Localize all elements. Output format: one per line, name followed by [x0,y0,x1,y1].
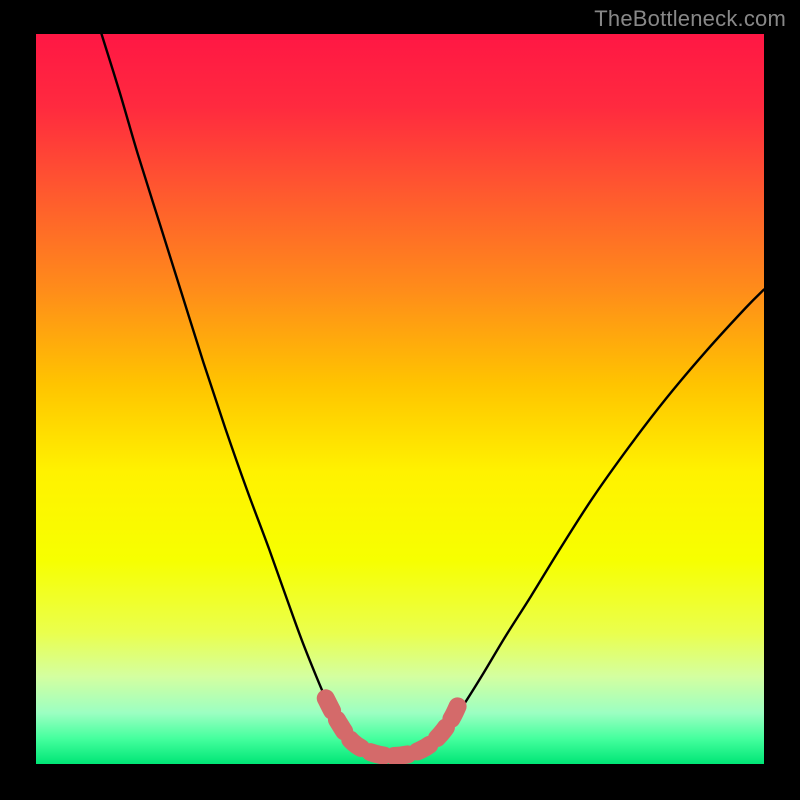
bottleneck-chart [0,0,800,800]
plot-background [36,34,764,764]
watermark-label: TheBottleneck.com [594,6,786,32]
chart-frame: TheBottleneck.com [0,0,800,800]
